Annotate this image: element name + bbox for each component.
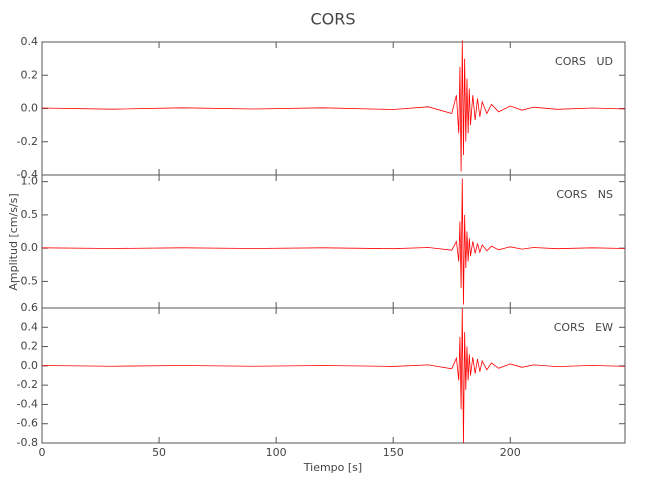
panel-frame — [41, 307, 626, 444]
waveform — [41, 178, 626, 305]
waveform — [41, 307, 626, 444]
x-tick-label: 0 — [39, 446, 46, 459]
y-tick-label: 0.2 — [21, 68, 39, 81]
y-tick-label: -0.5 — [17, 274, 38, 287]
waveform — [41, 40, 626, 172]
trace-label: CORS EW — [554, 321, 613, 334]
y-tick-label: 0.5 — [21, 208, 39, 221]
trace-label: CORS UD — [555, 55, 613, 68]
panel-frame — [41, 174, 626, 309]
y-tick-label: 0.6 — [21, 301, 39, 314]
x-tick-label: 100 — [266, 446, 287, 459]
y-tick-label: -0.6 — [17, 417, 38, 430]
x-axis-label: Tiempo [s] — [303, 461, 362, 474]
y-tick-label: 0.2 — [21, 340, 39, 353]
y-tick-label: -0.8 — [17, 436, 38, 449]
y-tick-label: 0.0 — [21, 359, 39, 372]
y-tick-label: 0.4 — [21, 320, 39, 333]
trace-label: CORS NS — [556, 188, 613, 201]
x-tick-label: 150 — [383, 446, 404, 459]
y-tick-label: 1.0 — [21, 175, 39, 188]
x-tick-label: 50 — [152, 446, 166, 459]
y-tick-label: 0.0 — [21, 241, 39, 254]
x-tick-label: 200 — [500, 446, 521, 459]
y-axis-label: Amplitud [cm/s/s] — [7, 193, 20, 290]
y-tick-label: 0.0 — [21, 102, 39, 115]
y-tick-label: -0.4 — [17, 168, 38, 181]
chart-title: CORS — [310, 10, 355, 29]
y-tick-label: -0.2 — [17, 135, 38, 148]
y-tick-label: -0.2 — [17, 378, 38, 391]
y-tick-label: 0.4 — [21, 35, 39, 48]
y-tick-label: -0.4 — [17, 397, 38, 410]
